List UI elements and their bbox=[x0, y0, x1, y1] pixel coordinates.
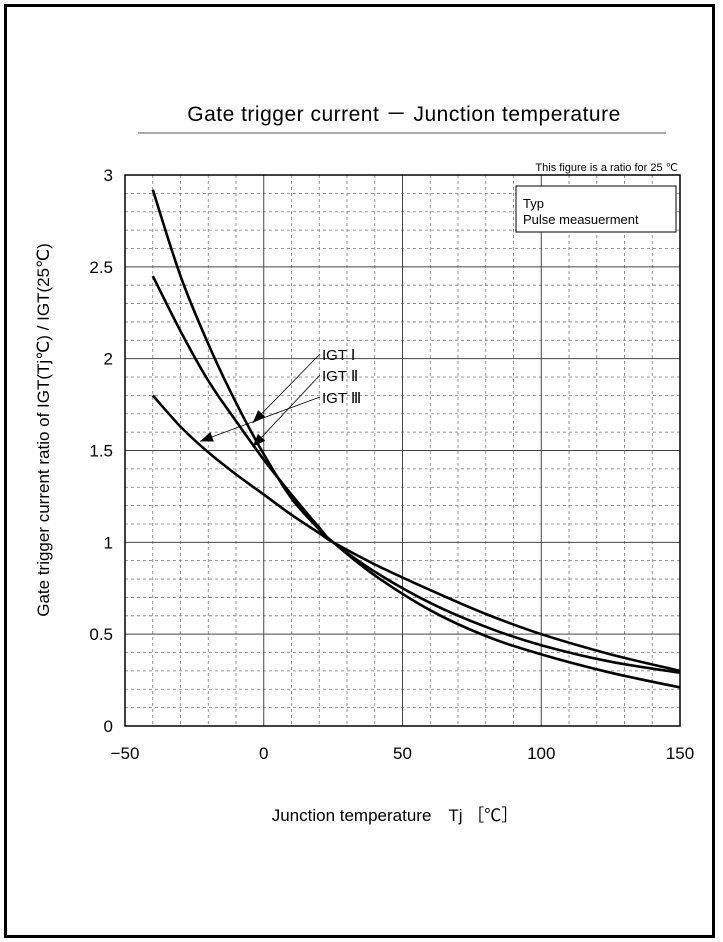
ratio-note: This figure is a ratio for 25 ℃ bbox=[535, 162, 678, 174]
y-tick-label: 1 bbox=[104, 533, 113, 552]
y-tick-label: 3 bbox=[104, 166, 113, 185]
y-axis-label: Gate trigger current ratio of IGT(Tj℃) /… bbox=[34, 243, 53, 617]
legend-line-1: Typ bbox=[523, 196, 544, 211]
legend-box bbox=[515, 185, 677, 233]
plot-area-border bbox=[124, 174, 681, 727]
leader-line-igt-3 bbox=[199, 396, 321, 442]
series-line-igt-1 bbox=[151, 189, 681, 689]
x-tick-label: 50 bbox=[393, 744, 412, 763]
y-tick-label: 2 bbox=[104, 350, 113, 369]
x-tick-label: −50 bbox=[111, 744, 140, 763]
data-curves bbox=[151, 189, 681, 689]
x-tick-label: 150 bbox=[666, 744, 694, 763]
x-tick-labels: −50 0 50 100 150 bbox=[111, 744, 695, 763]
arrowhead-igt-3 bbox=[199, 432, 214, 442]
chart-title: Gate trigger current － Junction temperat… bbox=[187, 103, 621, 126]
series-label-igt-3: IGT Ⅲ bbox=[322, 390, 361, 407]
x-tick-label: 100 bbox=[527, 744, 555, 763]
x-axis-label: Junction temperature Tj ［℃］ bbox=[272, 806, 519, 825]
curve-label-arrows: IGT Ⅰ IGT Ⅱ IGT Ⅲ bbox=[199, 347, 361, 448]
y-tick-label: 1.5 bbox=[89, 442, 113, 461]
y-tick-label: 2.5 bbox=[89, 258, 113, 277]
y-tick-label: 0.5 bbox=[89, 625, 113, 644]
y-tick-label: 0 bbox=[104, 717, 113, 736]
leader-line-igt-2 bbox=[252, 374, 321, 448]
y-tick-labels: 0 0.5 1 1.5 2 2.5 3 bbox=[89, 166, 113, 736]
series-line-igt-2 bbox=[151, 275, 681, 674]
series-label-igt-2: IGT Ⅱ bbox=[322, 368, 358, 385]
arrowhead-igt-2 bbox=[252, 433, 266, 447]
series-line-igt-3 bbox=[151, 394, 681, 673]
leader-line-igt-1 bbox=[252, 353, 321, 424]
legend-line-2: Pulse measuerment bbox=[523, 212, 639, 227]
figure-frame bbox=[4, 4, 715, 938]
arrowhead-igt-1 bbox=[252, 410, 266, 423]
series-label-igt-1: IGT Ⅰ bbox=[322, 347, 355, 364]
x-tick-label: 0 bbox=[259, 744, 268, 763]
